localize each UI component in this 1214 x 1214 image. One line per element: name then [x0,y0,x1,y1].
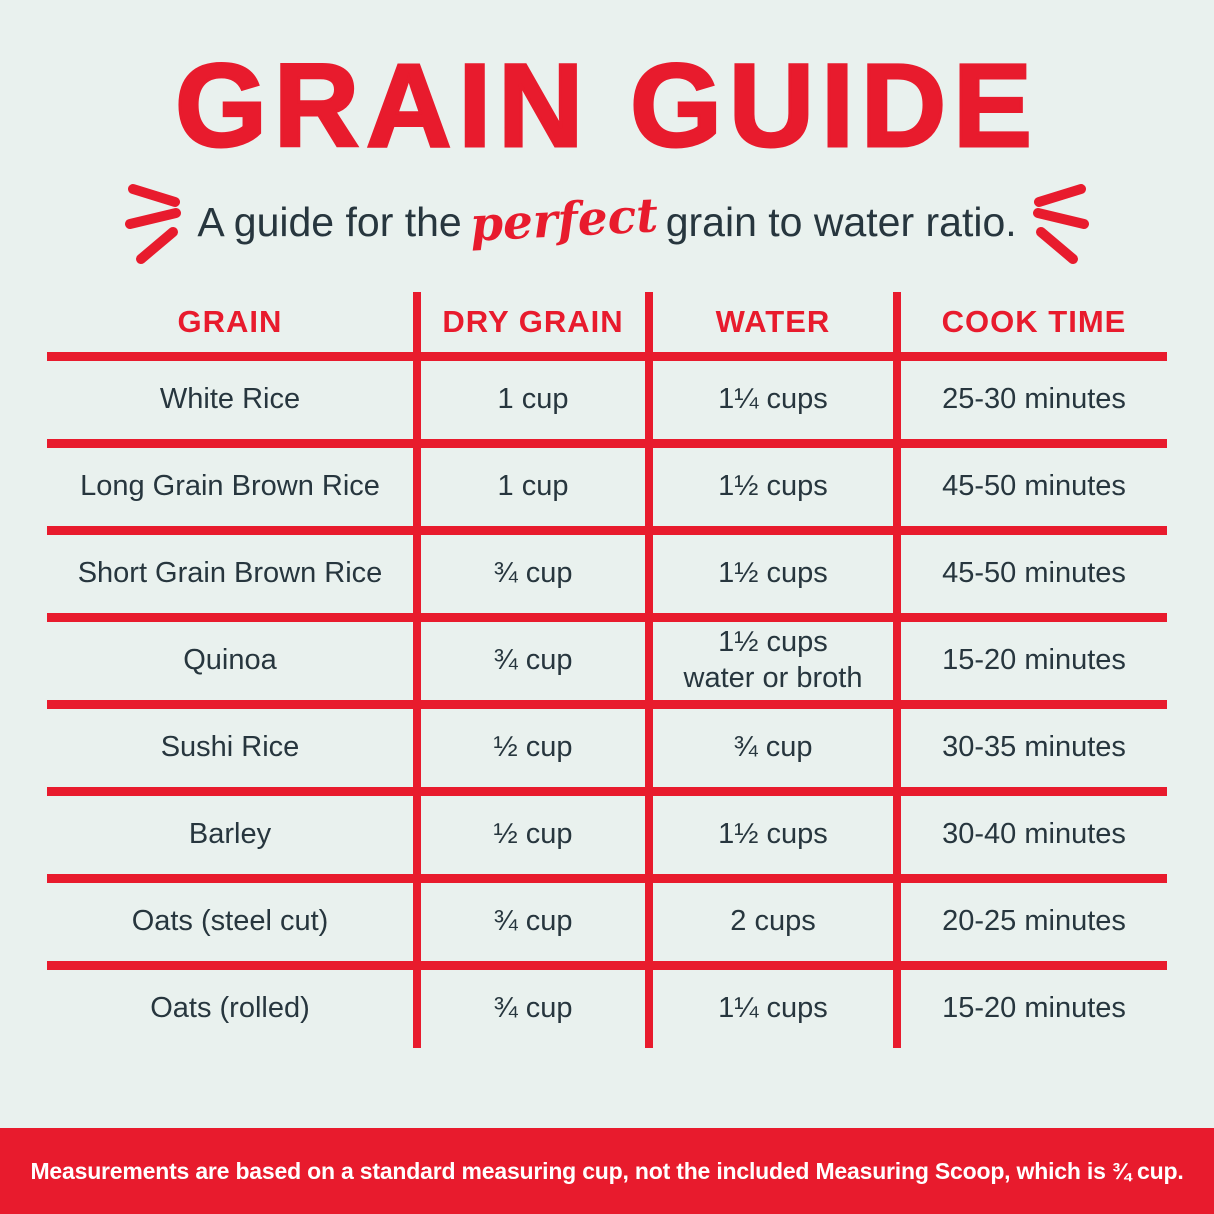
table-row: Sushi Rice ½ cup ¾ cup 30-35 minutes [47,704,1167,796]
table-row: Oats (steel cut) ¾ cup 2 cups 20-25 minu… [47,878,1167,970]
cell-cook-time: 30-35 minutes [897,704,1167,796]
cell-water: 1½ cups [649,530,901,622]
cell-water: 1¼ cups [649,356,901,448]
cell-grain: White Rice [47,356,421,448]
grain-table: GRAIN DRY GRAIN WATER COOK TIME White Ri… [47,291,1167,1048]
subtitle-highlight-word: perfect [468,188,660,254]
column-header-dry-grain: DRY GRAIN [417,291,653,361]
column-header-cook-time: COOK TIME [897,291,1167,361]
table-row: Quinoa ¾ cup 1½ cups water or broth 15-2… [47,617,1167,709]
cell-cook-time: 15-20 minutes [897,617,1167,709]
cell-grain: Short Grain Brown Rice [47,530,421,622]
emphasis-lines-left-icon [125,177,183,265]
cell-water: 1½ cups [649,791,901,883]
cell-grain: Oats (steel cut) [47,878,421,970]
column-header-water: WATER [649,291,901,361]
cell-cook-time: 25-30 minutes [897,356,1167,448]
cell-dry-grain: ½ cup [417,704,653,796]
cell-dry-grain: ¾ cup [417,878,653,970]
cell-water: ¾ cup [649,704,901,796]
cell-dry-grain: ¾ cup [417,965,653,1048]
footer-bar: Measurements are based on a standard mea… [0,1128,1214,1214]
table-row: White Rice 1 cup 1¼ cups 25-30 minutes [47,356,1167,448]
cell-cook-time: 45-50 minutes [897,443,1167,535]
subtitle-suffix: grain to water ratio. [665,199,1017,246]
emphasis-lines-right-icon [1031,177,1089,265]
cell-dry-grain: ¾ cup [417,617,653,709]
column-header-grain: GRAIN [47,291,421,361]
cell-grain: Oats (rolled) [47,965,421,1048]
page-title: GRAIN GUIDE [174,40,1039,173]
table-row: Short Grain Brown Rice ¾ cup 1½ cups 45-… [47,530,1167,622]
subtitle-text: A guide for the perfect grain to water rat… [197,188,1017,253]
cell-cook-time: 30-40 minutes [897,791,1167,883]
cell-cook-time: 15-20 minutes [942,992,1126,1025]
cell-dry-grain: ½ cup [417,791,653,883]
table-header-row: GRAIN DRY GRAIN WATER COOK TIME [47,291,1167,361]
footer-note: Measurements are based on a standard mea… [30,1157,1184,1184]
cell-water: 1¼ cups [649,965,901,1048]
subtitle-prefix: A guide for the [197,199,462,246]
cell-grain: Sushi Rice [47,704,421,796]
cell-grain: Quinoa [47,617,421,709]
cell-dry-grain: 1 cup [417,356,653,448]
cell-water: 2 cups [649,878,901,970]
cell-dry-grain: ¾ cup [417,530,653,622]
table-row: Long Grain Brown Rice 1 cup 1½ cups 45-5… [47,443,1167,535]
cell-cook-time: 20-25 minutes [897,878,1167,970]
cell-cook-time: 45-50 minutes [897,530,1167,622]
subtitle: A guide for the perfect grain to water rat… [0,176,1214,266]
cell-water: 1½ cups [649,443,901,535]
cell-dry-grain: 1 cup [417,443,653,535]
cell-water: 1½ cups water or broth [649,617,901,709]
cell-grain: Barley [47,791,421,883]
table-row: Barley ½ cup 1½ cups 30-40 minutes [47,791,1167,883]
cell-grain: Long Grain Brown Rice [47,443,421,535]
table-row: Oats (rolled) ¾ cup 1¼ cups 15-20 minute… [47,965,1167,1048]
